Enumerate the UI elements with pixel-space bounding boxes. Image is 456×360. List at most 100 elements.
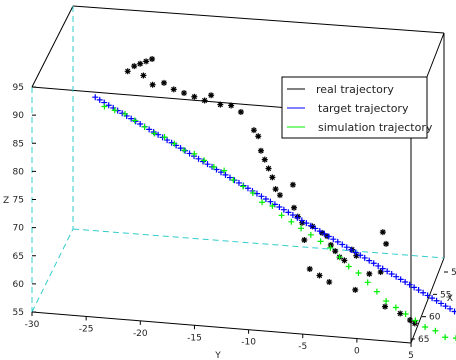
real-trajectory-point: [289, 181, 296, 188]
simulation-trajectory-point: [131, 117, 138, 124]
target-trajectory-point: [406, 281, 413, 288]
simulation-trajectory-point: [230, 176, 237, 183]
simulation-trajectory-point: [355, 270, 362, 277]
real-trajectory-point: [353, 252, 360, 259]
real-trajectory-point: [149, 81, 156, 88]
real-trajectory-point: [137, 60, 144, 67]
real-trajectory-point: [276, 192, 283, 199]
target-trajectory-point: [415, 287, 422, 294]
target-trajectory-point: [433, 297, 440, 304]
simulation-trajectory-point: [298, 225, 305, 232]
target-trajectory-point: [321, 230, 328, 237]
target-trajectory-point: [334, 238, 341, 245]
simulation-trajectory-point: [191, 150, 198, 157]
simulation-trajectory-point: [317, 238, 324, 245]
box-edge: [31, 311, 412, 344]
target-trajectory-point: [325, 233, 332, 240]
real-trajectory-point: [265, 165, 272, 172]
target-trajectory-point: [253, 190, 260, 197]
x-axis-label: X: [447, 294, 453, 304]
target-trajectory-point: [285, 209, 292, 216]
box-hidden-edge: [72, 228, 445, 259]
z-tick-label: 65: [13, 252, 24, 262]
real-trajectory-point: [250, 127, 257, 134]
real-trajectory-point: [228, 102, 235, 109]
target-trajectory-point: [339, 241, 346, 248]
target-trajectory-point: [105, 102, 112, 109]
box-edge: [72, 5, 445, 34]
simulation-trajectory-point: [412, 317, 419, 324]
simulation-trajectory-point: [383, 297, 390, 304]
simulation-trajectory-point: [364, 279, 371, 286]
target-trajectory-point: [217, 169, 224, 176]
target-trajectory-point: [213, 166, 220, 173]
target-trajectory-point: [424, 292, 431, 299]
simulation-trajectory-point: [327, 244, 334, 251]
target-trajectory-point: [411, 284, 418, 291]
real-trajectory-point: [272, 186, 279, 193]
target-trajectory-point: [366, 257, 373, 264]
target-trajectory-point: [420, 289, 427, 296]
real-trajectory-point: [170, 86, 177, 93]
real-trajectory-point: [301, 237, 308, 244]
target-trajectory-point: [267, 198, 274, 205]
simulation-trajectory-point: [259, 199, 266, 206]
target-trajectory-point: [168, 139, 175, 146]
target-trajectory-point: [397, 276, 404, 283]
real-trajectory-point: [379, 229, 386, 236]
real-trajectory-point: [383, 240, 390, 247]
target-trajectory-point: [361, 254, 368, 261]
target-trajectory-point: [128, 115, 135, 122]
x-tick-label: 60: [429, 313, 441, 323]
simulation-trajectory-point: [201, 157, 208, 164]
simulation-trajectory-point: [111, 107, 118, 114]
target-trajectory-point: [429, 295, 436, 302]
x-tick-label: 50: [451, 268, 456, 278]
y-axis-ticks: -30 -25 -20 -15 -10 -5 0 5: [25, 312, 414, 360]
box-hidden-edge: [31, 228, 74, 313]
real-trajectory-point: [124, 68, 131, 75]
simulation-trajectory-series: [101, 103, 456, 342]
simulation-trajectory-point: [171, 140, 178, 147]
real-trajectory-point: [377, 268, 384, 275]
y-tick-label: 0: [354, 347, 360, 357]
z-tick-label: 60: [13, 280, 25, 290]
target-trajectory-point: [384, 268, 391, 275]
target-trajectory-point: [92, 94, 99, 101]
simulation-trajectory-point: [151, 130, 158, 137]
target-trajectory-point: [316, 228, 323, 235]
target-trajectory-point: [388, 270, 395, 277]
simulation-trajectory-point: [392, 304, 399, 311]
target-trajectory-point: [312, 225, 319, 232]
real-trajectory-point: [201, 97, 208, 104]
y-tick-label: -30: [25, 320, 40, 330]
y-tick-label: -25: [79, 324, 94, 334]
target-trajectory-point: [393, 273, 400, 280]
real-trajectory-point: [257, 147, 264, 154]
target-trajectory-point: [119, 110, 126, 117]
target-trajectory-point: [402, 279, 409, 286]
target-trajectory-point: [200, 158, 207, 165]
simulation-trajectory-point: [422, 324, 429, 331]
target-trajectory-point: [262, 195, 269, 202]
target-trajectory-point: [451, 308, 456, 315]
target-trajectory-point: [244, 185, 251, 192]
target-trajectory-point: [303, 220, 310, 227]
real-trajectory-point: [217, 101, 224, 108]
simulation-trajectory-point: [122, 110, 129, 117]
simulation-trajectory-point: [141, 123, 148, 130]
real-trajectory-point: [291, 204, 298, 211]
real-trajectory-point: [255, 133, 262, 140]
real-trajectory-point: [149, 56, 156, 63]
simulation-trajectory-point: [221, 167, 228, 174]
real-trajectory-point: [269, 174, 276, 181]
real-trajectory-point: [319, 229, 326, 236]
target-trajectory-point: [298, 217, 305, 224]
real-trajectory-point: [316, 272, 323, 279]
target-trajectory-point: [352, 249, 359, 256]
target-trajectory-series: [92, 94, 456, 315]
real-trajectory-point: [306, 266, 313, 273]
z-tick-label: 55: [13, 308, 24, 318]
plot-series: [92, 56, 456, 342]
y-tick-label: -20: [133, 329, 148, 339]
